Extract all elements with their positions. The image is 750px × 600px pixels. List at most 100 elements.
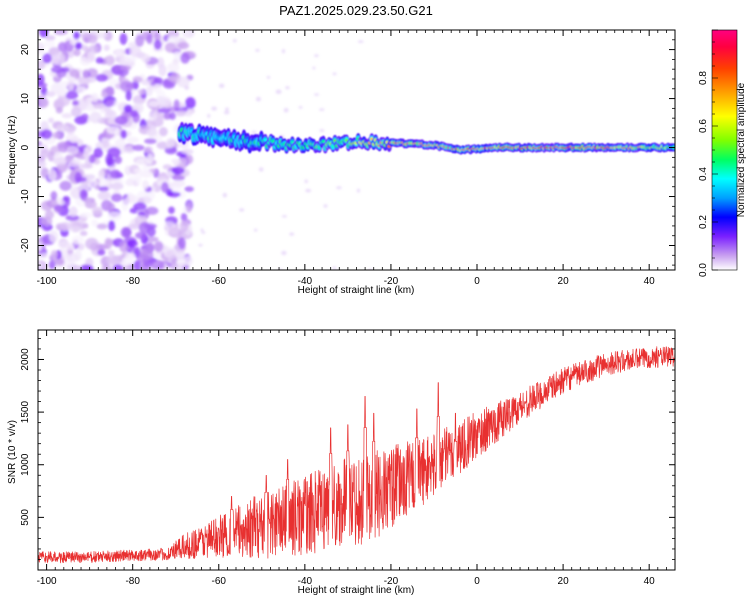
noise-blob — [43, 39, 56, 48]
noise-speck — [232, 39, 237, 43]
noise-blob — [53, 157, 67, 166]
noise-blob — [49, 230, 59, 243]
noise-blob — [178, 237, 186, 250]
noise-speck — [266, 75, 271, 79]
noise-blob — [71, 264, 83, 270]
noise-blob — [121, 256, 134, 266]
y-tick-label: -20 — [20, 238, 31, 253]
noise-blob — [75, 42, 83, 50]
x-tick-label: -80 — [125, 276, 140, 287]
noise-blob — [161, 181, 169, 193]
noise-blob — [91, 206, 103, 216]
noise-blob — [65, 243, 75, 251]
noise-speck — [332, 266, 337, 270]
noise-blob — [58, 143, 69, 153]
noise-blob — [175, 110, 187, 117]
noise-blob — [180, 212, 188, 222]
noise-blob — [75, 176, 87, 183]
noise-blob — [40, 129, 53, 140]
noise-blob — [69, 206, 78, 217]
noise-blob — [176, 76, 190, 88]
noise-blob — [102, 140, 110, 148]
noise-blob — [114, 155, 122, 164]
snr-xlabel: Height of straight line (km) — [298, 585, 415, 596]
noise-blob — [66, 253, 80, 263]
noise-blob — [134, 232, 147, 239]
y-tick-label: 1000 — [20, 453, 31, 476]
noise-blob — [47, 169, 57, 181]
noise-blob — [157, 30, 170, 33]
noise-blob — [86, 174, 95, 180]
noise-blob — [69, 69, 80, 78]
noise-blob — [69, 224, 81, 233]
noise-blob — [105, 153, 113, 166]
noise-blob — [126, 239, 138, 248]
noise-speck — [201, 231, 206, 234]
noise-blob — [38, 159, 47, 169]
noise-blob — [126, 136, 140, 143]
x-tick-label: -100 — [37, 276, 57, 287]
noise-blob — [145, 85, 153, 97]
noise-blob — [55, 107, 63, 114]
noise-blob — [65, 214, 80, 221]
colorbar-tick-label: 0.6 — [698, 119, 709, 133]
noise-blob — [129, 45, 142, 58]
snr-panel: -100 -80 -60 -40 -20 0 20 40 500 1000 1500 2000 Hei… — [7, 329, 676, 596]
noise-blob — [132, 76, 143, 83]
noise-blob — [177, 41, 190, 50]
noise-blob — [54, 259, 65, 266]
noise-blob — [185, 97, 196, 109]
noise-blob — [185, 154, 194, 165]
noise-blob — [110, 182, 124, 190]
noise-blob — [153, 241, 164, 252]
colorbar-ticks: 0.0 0.2 0.4 0.6 0.8 — [698, 29, 718, 277]
noise-speck — [253, 228, 258, 232]
noise-blob — [135, 34, 145, 47]
noise-speck — [207, 113, 211, 118]
noise-speck — [281, 215, 287, 218]
noise-blob — [167, 191, 181, 198]
noise-blob — [80, 264, 94, 270]
noise-blob — [65, 90, 79, 100]
noise-blob — [61, 112, 73, 119]
noise-blob — [171, 158, 182, 164]
noise-blob — [148, 100, 160, 108]
noise-blob — [174, 250, 186, 261]
noise-speck — [304, 179, 308, 184]
noise-blob — [59, 221, 72, 231]
noise-speck — [255, 48, 260, 52]
noise-blob — [125, 194, 138, 204]
noise-blob — [85, 145, 93, 154]
noise-blob — [156, 133, 163, 143]
noise-blob — [185, 201, 193, 213]
x-tick-label: 40 — [644, 276, 656, 287]
noise-speck — [314, 54, 319, 58]
noise-blob — [165, 137, 176, 149]
noise-blob — [158, 64, 167, 77]
noise-blob — [173, 50, 183, 60]
noise-speck — [184, 85, 190, 90]
noise-blob — [177, 190, 187, 199]
noise-speck — [239, 208, 245, 212]
noise-blob — [87, 51, 96, 63]
noise-blob — [164, 221, 175, 228]
noise-speck — [275, 89, 282, 94]
noise-blob — [59, 180, 72, 191]
noise-speck — [198, 243, 203, 247]
noise-blob — [125, 89, 132, 101]
noise-blob — [142, 163, 151, 173]
noise-blob — [159, 127, 168, 137]
track-core — [271, 139, 275, 143]
noise-blob — [141, 53, 151, 64]
noise-blob — [184, 255, 193, 266]
x-tick-label: 40 — [644, 576, 656, 587]
noise-speck — [200, 228, 204, 232]
noise-blob — [89, 111, 102, 124]
noise-blob — [66, 146, 79, 155]
noise-blob — [167, 35, 180, 43]
colorbar-tick-label: 0.8 — [698, 71, 709, 85]
noise-blob — [38, 60, 46, 70]
noise-speck — [332, 72, 337, 76]
noise-blob — [106, 254, 120, 265]
noise-blob — [38, 73, 45, 86]
